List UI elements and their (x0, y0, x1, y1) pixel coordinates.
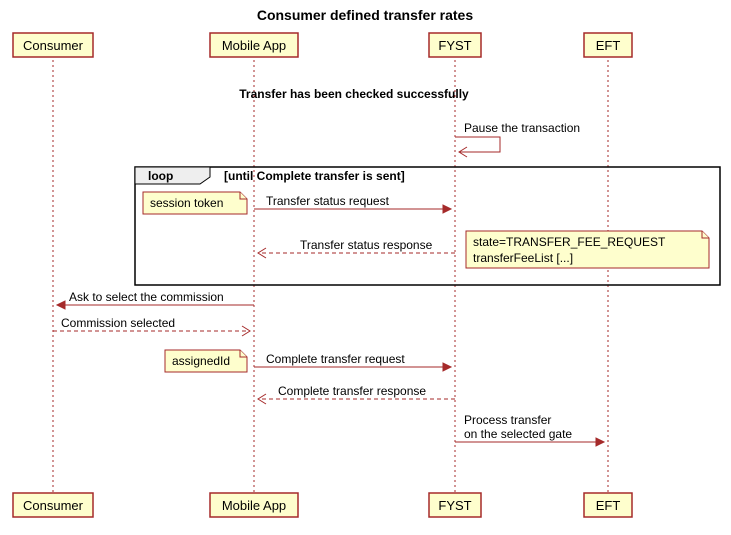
msg-complete-req-arrow (443, 363, 451, 371)
actor-consumer-bottom: Consumer (23, 498, 84, 513)
actor-header: Consumer Mobile App FYST EFT (13, 33, 632, 57)
loop-condition: [until Complete transfer is sent] (224, 169, 405, 183)
msg-status-req-label: Transfer status request (266, 194, 390, 208)
msg-comm-sel-label: Commission selected (61, 316, 175, 330)
actor-footer: Consumer Mobile App FYST EFT (13, 493, 632, 517)
actor-eft-bottom: EFT (596, 498, 621, 513)
note-state-line2: transferFeeList [...] (473, 251, 573, 265)
actor-fyst-top: FYST (438, 38, 471, 53)
diagram-title: Consumer defined transfer rates (257, 7, 473, 23)
msg-status-resp-label: Transfer status response (300, 238, 433, 252)
actor-eft-top: EFT (596, 38, 621, 53)
actor-consumer-top: Consumer (23, 38, 84, 53)
msg-complete-req-label: Complete transfer request (266, 352, 405, 366)
note-session-fold (240, 192, 247, 199)
msg-status-req-arrow (443, 205, 451, 213)
msg-pause-label: Pause the transaction (464, 121, 580, 135)
actor-mobile-top: Mobile App (222, 38, 286, 53)
note-assigned-text: assignedId (172, 354, 230, 368)
actor-fyst-bottom: FYST (438, 498, 471, 513)
msg-ask-comm-label: Ask to select the commission (69, 290, 224, 304)
loop-label-text: loop (148, 169, 173, 183)
msg-complete-resp-label: Complete transfer response (278, 384, 426, 398)
msg-process-line2: on the selected gate (464, 427, 572, 441)
divider-text: Transfer has been checked successfully (239, 87, 469, 101)
note-session-text: session token (150, 196, 223, 210)
msg-process-arrow (596, 438, 604, 446)
sequence-diagram: Consumer defined transfer rates Consumer… (0, 0, 731, 535)
note-state-line1: state=TRANSFER_FEE_REQUEST (473, 235, 666, 249)
msg-ask-comm-arrow (57, 301, 65, 309)
msg-process-line1: Process transfer (464, 413, 551, 427)
actor-mobile-bottom: Mobile App (222, 498, 286, 513)
